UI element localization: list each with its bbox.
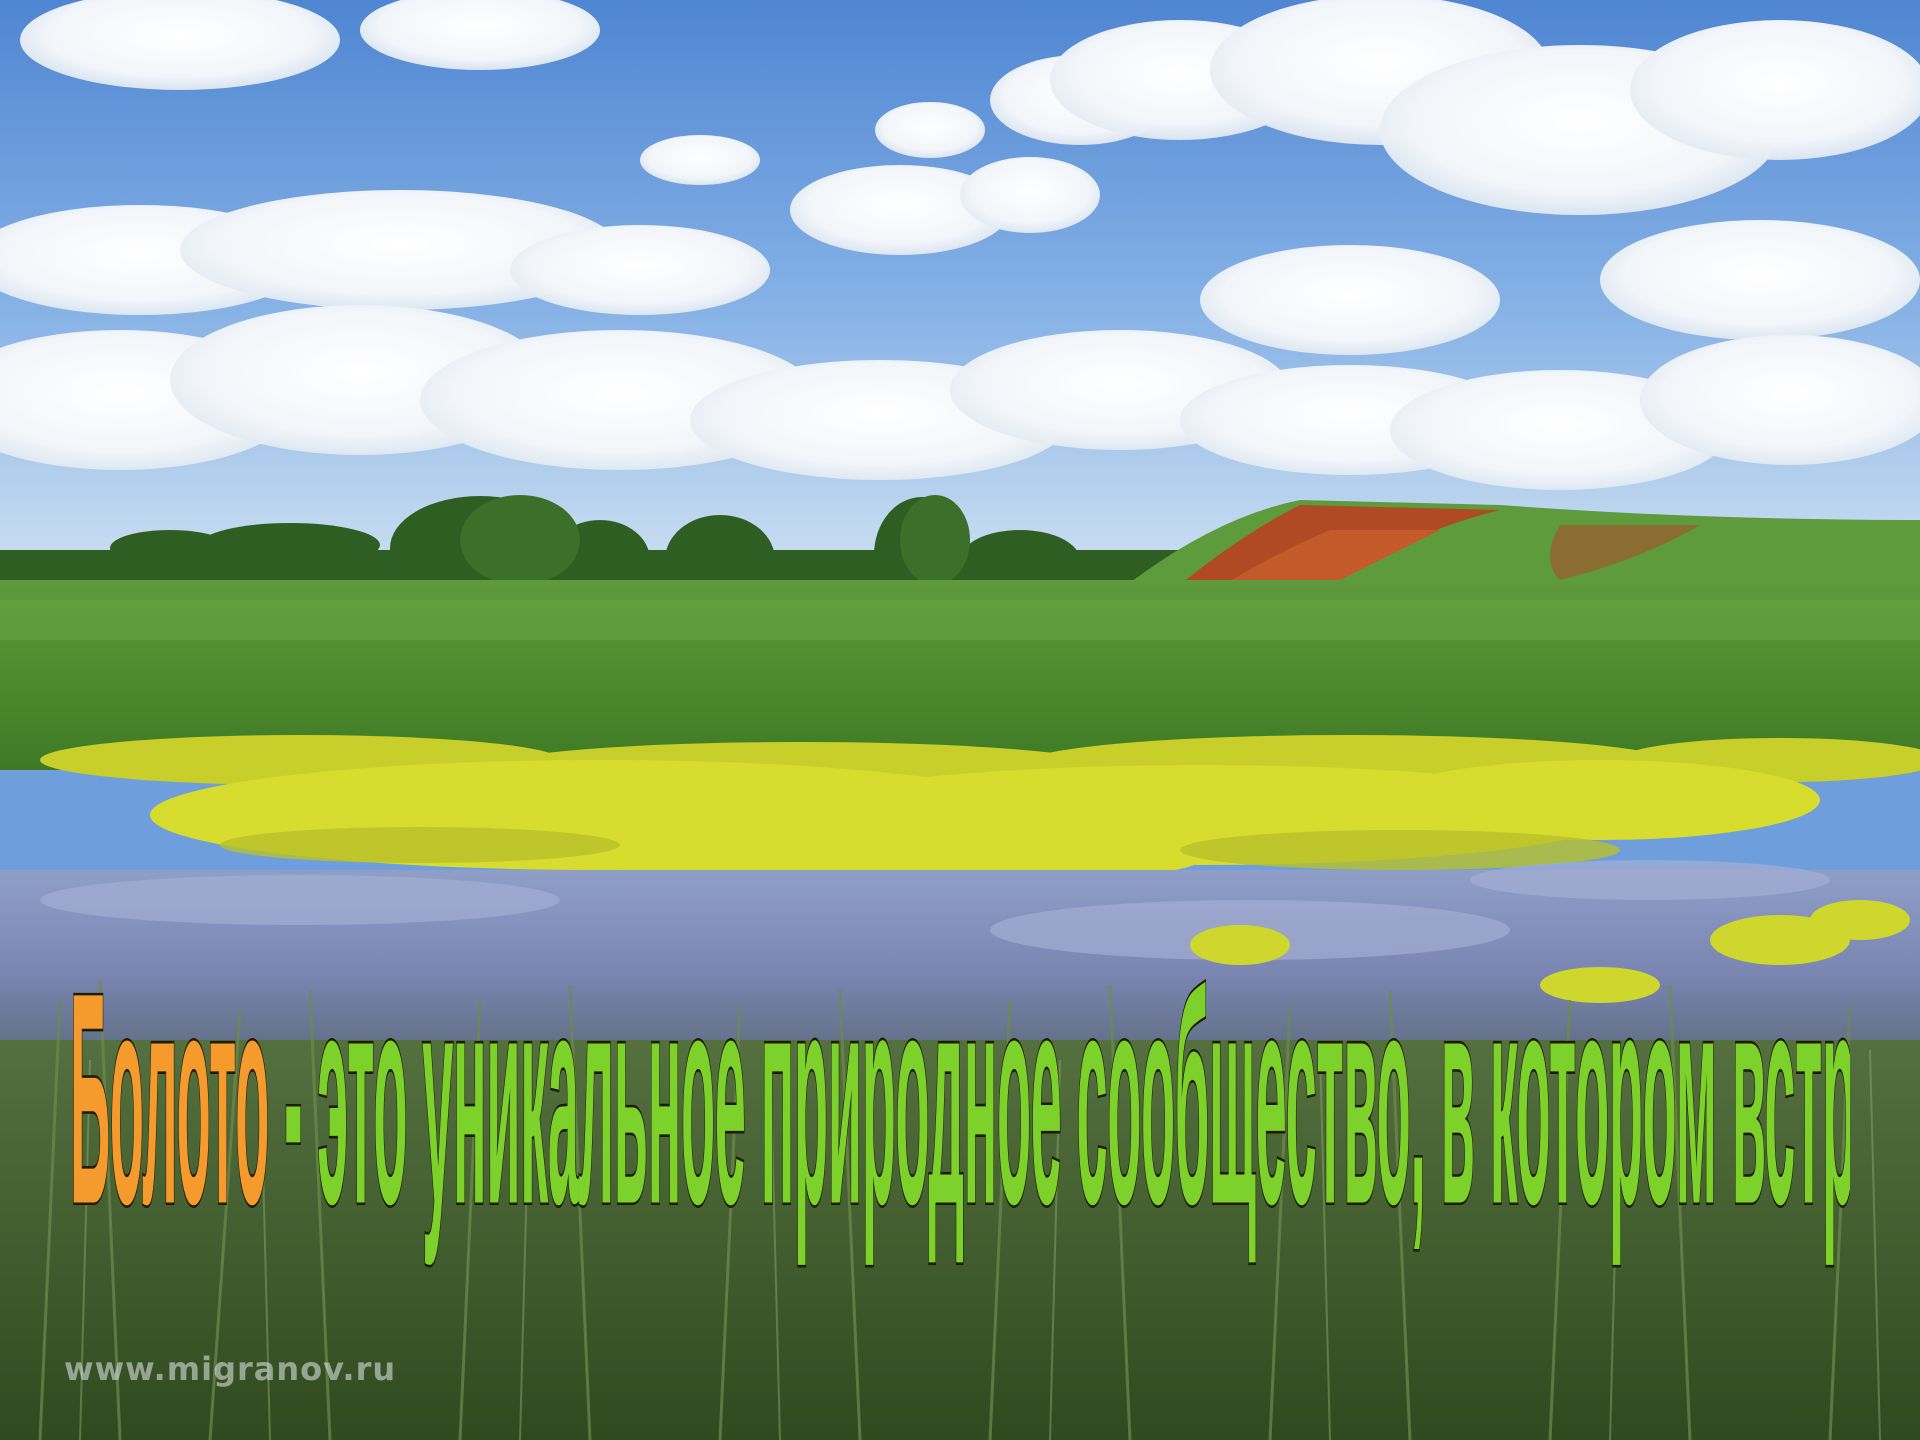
caption-text: Болото - это уникальное природное сообще… xyxy=(70,950,1850,1253)
caption-part-1: Болото xyxy=(70,950,270,1269)
watermark-text: www.migranov.ru xyxy=(64,1350,397,1388)
caption-container: Болото - это уникальное природное сообще… xyxy=(70,950,1850,1280)
caption-part-2: - это уникальное природное сообщество, в… xyxy=(284,950,1850,1269)
